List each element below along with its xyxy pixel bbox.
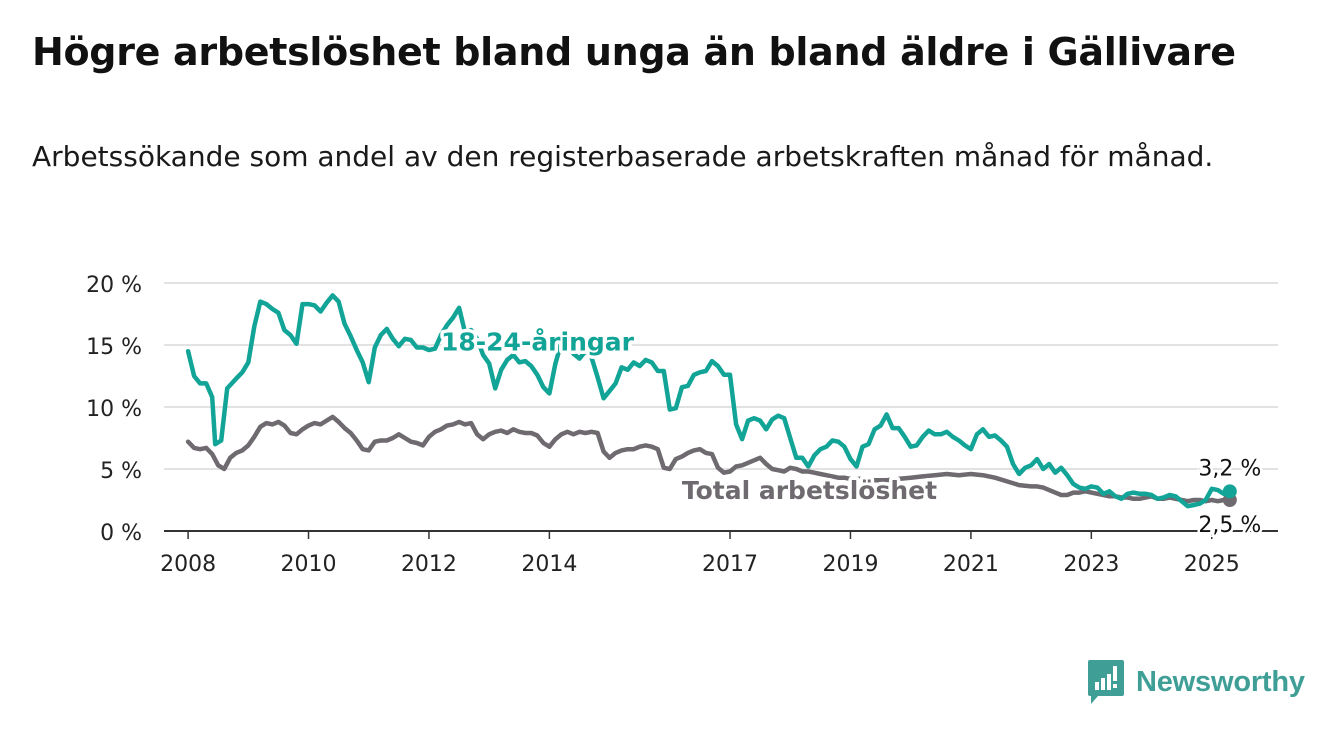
series-line-1 <box>185 293 1233 509</box>
brand-name: Newsworthy <box>1136 665 1305 698</box>
end-value-label-0: 2,5 % <box>1198 513 1261 538</box>
chart-subtitle: Arbetssökande som andel av den registerb… <box>32 140 1214 173</box>
series-label-0: Total arbetslöshet <box>682 476 937 505</box>
x-tick-label: 2021 <box>943 552 999 577</box>
x-tick-label: 2010 <box>281 552 337 577</box>
y-tick-label: 20 % <box>86 273 142 298</box>
series-lines <box>185 293 1237 509</box>
y-tick-label: 5 % <box>100 459 142 484</box>
series-labels: Total arbetslöshet 18-24-åringar 2,5 % 3,2 … <box>437 324 1263 541</box>
series-end-point-1 <box>1222 484 1237 499</box>
x-tick-label: 2025 <box>1184 552 1240 577</box>
newsworthy-logo-icon <box>1088 660 1124 704</box>
brand-logo: Newsworthy <box>1088 660 1305 704</box>
gridlines <box>164 282 1278 532</box>
end-value-label-1: 3,2 % <box>1198 456 1261 481</box>
x-tick-label: 2012 <box>401 552 457 577</box>
y-tick-label: 10 % <box>86 397 142 422</box>
series-label-1: 18-24-åringar <box>441 327 635 356</box>
y-tick-label: 0 % <box>100 521 142 546</box>
series-line-0 <box>185 414 1233 504</box>
y-tick-label: 15 % <box>86 335 142 360</box>
x-tick-label: 2023 <box>1063 552 1119 577</box>
x-tick-label: 2017 <box>702 552 758 577</box>
chart-title: Högre arbetslöshet bland unga än bland ä… <box>32 30 1236 74</box>
x-tick-label: 2014 <box>521 552 577 577</box>
x-axis-tick-labels: 2008 2010 2012 2014 2017 2019 2021 2023 2025 <box>160 531 1240 577</box>
y-axis-tick-labels: 0 % 5 % 10 % 15 % 20 % <box>86 273 142 546</box>
x-tick-label: 2008 <box>160 552 216 577</box>
x-tick-label: 2019 <box>822 552 878 577</box>
